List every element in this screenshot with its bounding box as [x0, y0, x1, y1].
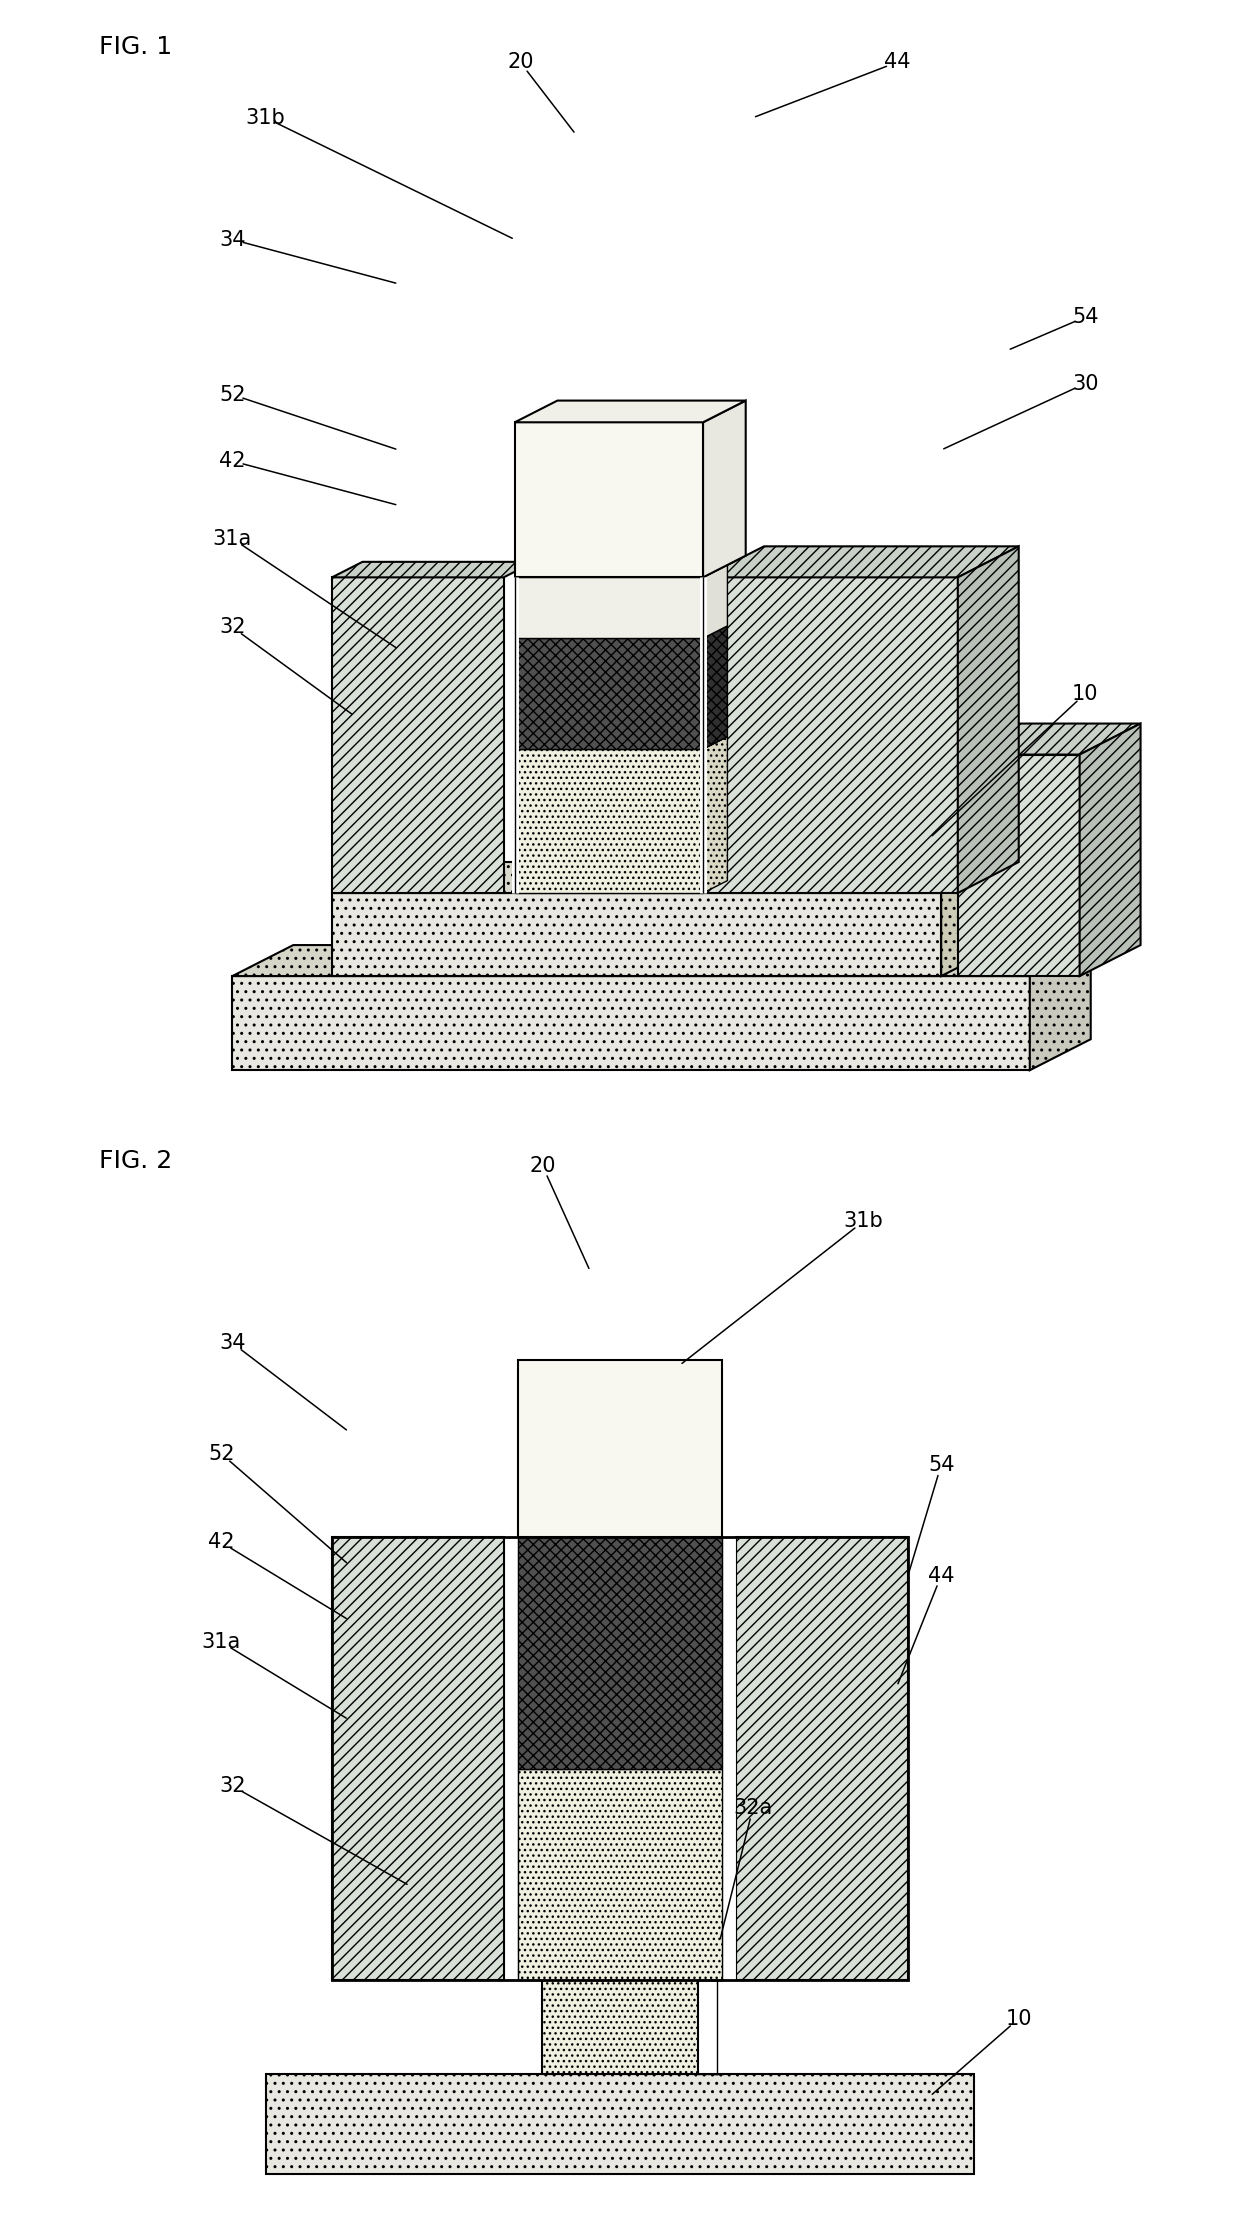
- Text: FIG. 1: FIG. 1: [99, 34, 172, 58]
- Polygon shape: [703, 736, 728, 892]
- Polygon shape: [957, 546, 1019, 892]
- Polygon shape: [515, 577, 703, 637]
- Polygon shape: [941, 863, 1002, 977]
- Text: 20: 20: [529, 1156, 556, 1176]
- Bar: [518, 1536, 722, 1769]
- Text: 31a: 31a: [202, 1632, 241, 1652]
- Text: 34: 34: [219, 1333, 246, 1353]
- Polygon shape: [957, 754, 1080, 977]
- Text: 44: 44: [884, 51, 910, 72]
- Bar: [332, 1536, 908, 1979]
- Text: 30: 30: [1071, 373, 1099, 394]
- Text: 31b: 31b: [246, 107, 285, 127]
- Polygon shape: [703, 577, 957, 892]
- Text: 44: 44: [928, 1565, 955, 1585]
- Text: 20: 20: [507, 51, 533, 72]
- Bar: [332, 1536, 503, 1979]
- Polygon shape: [703, 566, 728, 637]
- Polygon shape: [957, 724, 1141, 754]
- Polygon shape: [515, 637, 703, 749]
- Text: 34: 34: [219, 230, 246, 250]
- Polygon shape: [332, 577, 503, 892]
- Text: 52: 52: [219, 385, 246, 405]
- Polygon shape: [332, 863, 1002, 892]
- Text: 10: 10: [1071, 684, 1099, 704]
- Text: 31a: 31a: [213, 528, 252, 548]
- Text: 54: 54: [928, 1456, 955, 1476]
- Polygon shape: [703, 400, 745, 577]
- Bar: [542, 1979, 698, 2075]
- Polygon shape: [703, 626, 728, 749]
- Bar: [722, 1536, 737, 1979]
- Text: 32: 32: [219, 617, 246, 637]
- Polygon shape: [332, 561, 534, 577]
- Text: FIG. 2: FIG. 2: [99, 1149, 172, 1174]
- Polygon shape: [1080, 724, 1141, 977]
- Bar: [503, 1536, 518, 1979]
- Text: 52: 52: [208, 1444, 234, 1465]
- Polygon shape: [332, 892, 941, 977]
- Text: 32: 32: [219, 1775, 246, 1796]
- Text: 10: 10: [1006, 2008, 1032, 2028]
- Text: 42: 42: [219, 452, 246, 472]
- Polygon shape: [515, 400, 745, 423]
- Bar: [518, 1359, 722, 1536]
- Polygon shape: [515, 626, 728, 637]
- Bar: [265, 2075, 975, 2173]
- Text: 42: 42: [208, 1532, 234, 1552]
- Polygon shape: [232, 977, 1029, 1071]
- Polygon shape: [515, 423, 703, 577]
- Text: 54: 54: [1071, 306, 1099, 326]
- Bar: [518, 1769, 722, 1979]
- Polygon shape: [515, 749, 703, 892]
- Text: 31b: 31b: [843, 1212, 884, 1232]
- Polygon shape: [1029, 946, 1091, 1071]
- Bar: [737, 1536, 908, 1979]
- Polygon shape: [515, 736, 728, 749]
- Polygon shape: [232, 946, 1091, 977]
- Text: 32a: 32a: [733, 1798, 773, 1818]
- Polygon shape: [515, 566, 728, 577]
- Polygon shape: [703, 546, 1019, 577]
